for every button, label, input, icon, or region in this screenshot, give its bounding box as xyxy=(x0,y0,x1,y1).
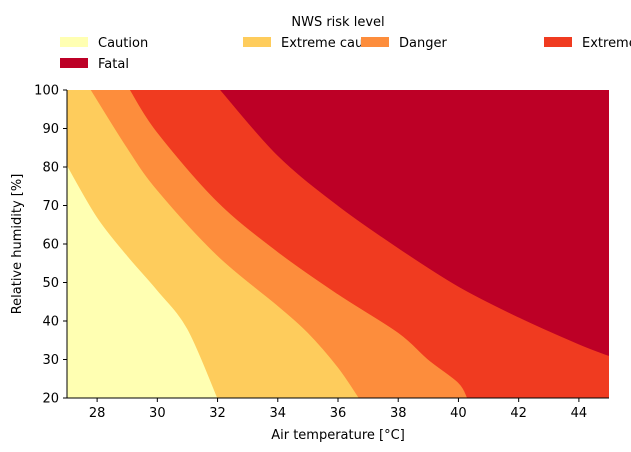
y-tick-label: 90 xyxy=(42,122,59,137)
y-tick-label: 40 xyxy=(42,315,59,330)
legend-swatch xyxy=(243,37,271,47)
x-tick-label: 38 xyxy=(390,406,407,421)
y-tick-label: 30 xyxy=(42,353,59,368)
legend-item-caution: Caution xyxy=(60,36,148,51)
region-fatal xyxy=(220,90,609,356)
y-tick-label: 80 xyxy=(42,161,59,176)
y-tick-label: 50 xyxy=(42,276,59,291)
legend-item-fatal: Fatal xyxy=(60,57,129,72)
legend-swatch xyxy=(361,37,389,47)
legend: NWS risk level Caution Extreme caution Dan… xyxy=(60,15,631,72)
y-tick-label: 60 xyxy=(42,238,59,253)
x-tick-label: 30 xyxy=(149,406,166,421)
legend-label: Extreme danger xyxy=(582,36,631,51)
legend-label: Danger xyxy=(399,36,447,51)
y-tick-label: 100 xyxy=(34,84,59,99)
legend-swatch xyxy=(60,37,88,47)
y-tick-label: 20 xyxy=(42,392,59,407)
x-tick-label: 44 xyxy=(571,406,588,421)
x-tick-label: 42 xyxy=(510,406,527,421)
x-axis-label: Air temperature [°C] xyxy=(271,428,405,443)
y-tick-label: 70 xyxy=(42,199,59,214)
legend-label: Caution xyxy=(98,36,148,51)
x-tick-label: 32 xyxy=(209,406,226,421)
legend-title: NWS risk level xyxy=(291,15,384,30)
y-axis-label: Relative humidity [%] xyxy=(10,174,25,315)
legend-item-extreme-danger: Extreme danger xyxy=(544,36,631,51)
x-tick-label: 40 xyxy=(450,406,467,421)
x-tick-label: 28 xyxy=(89,406,106,421)
x-tick-label: 34 xyxy=(270,406,287,421)
legend-swatch xyxy=(60,58,88,68)
legend-label: Fatal xyxy=(98,57,129,72)
x-tick-label: 36 xyxy=(330,406,347,421)
axes: 28 30 32 34 36 38 40 42 44 20 30 40 50 60 70 80 90 100 xyxy=(34,84,609,421)
legend-item-danger: Danger xyxy=(361,36,447,51)
legend-swatch xyxy=(544,37,572,47)
risk-regions xyxy=(67,90,609,398)
